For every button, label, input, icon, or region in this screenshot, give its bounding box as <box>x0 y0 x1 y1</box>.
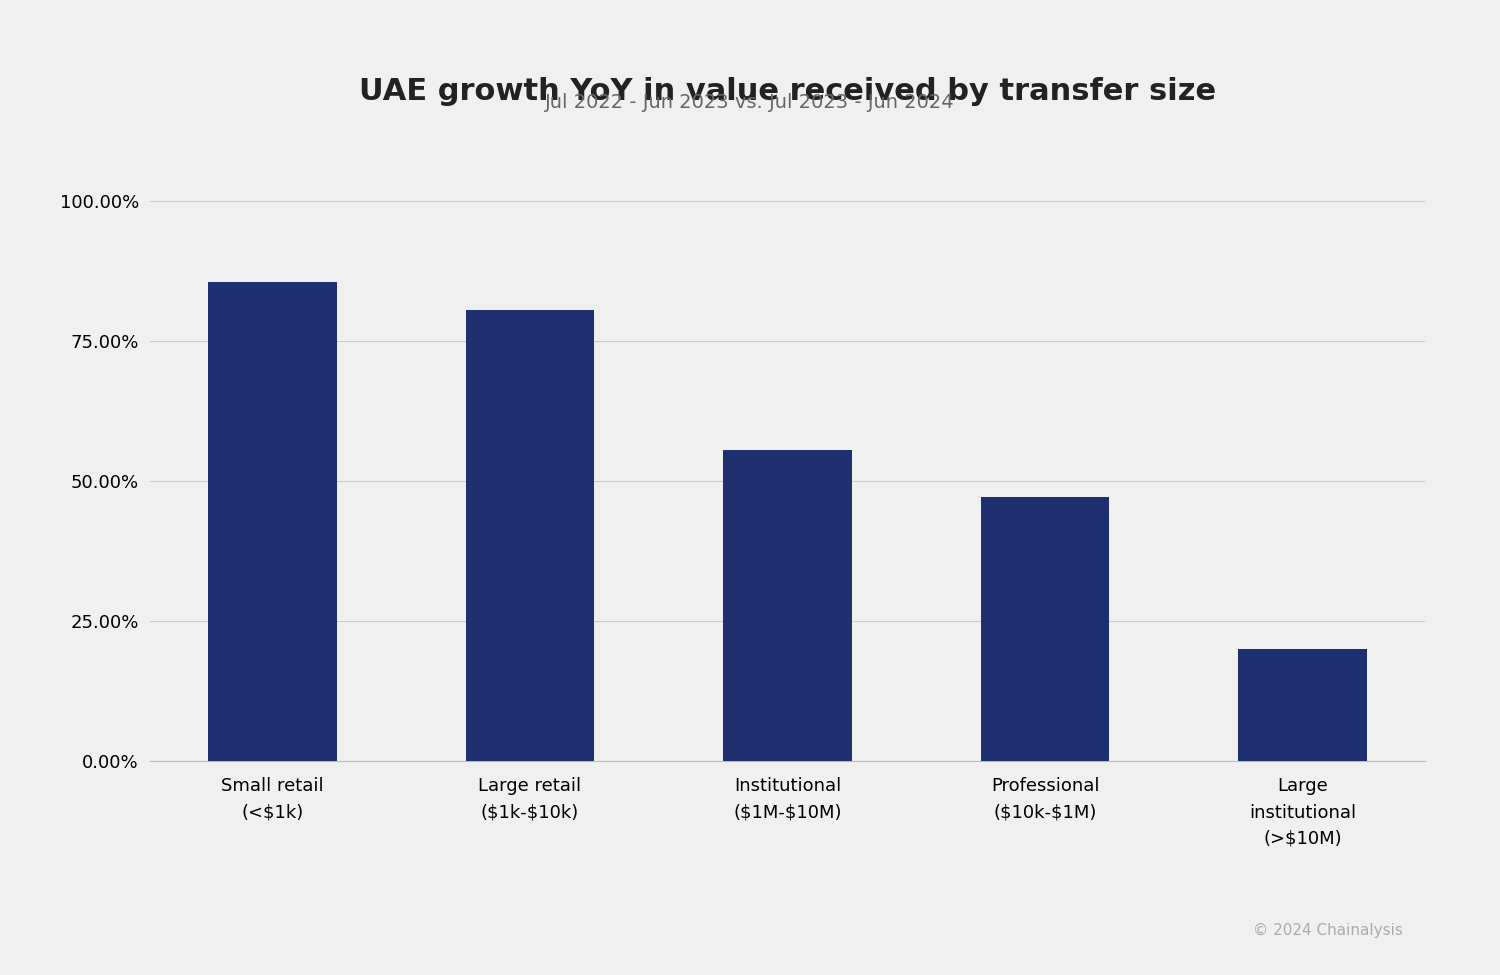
Title: UAE growth YoY in value received by transfer size: UAE growth YoY in value received by tran… <box>358 77 1216 106</box>
Text: © 2024 Chainalysis: © 2024 Chainalysis <box>1252 923 1403 938</box>
Bar <box>465 310 594 760</box>
Bar <box>981 497 1110 760</box>
Bar <box>209 282 336 760</box>
Text: Jul 2022 - Jun 2023 vs. Jul 2023 - Jun 2024: Jul 2022 - Jun 2023 vs. Jul 2023 - Jun 2… <box>544 93 956 112</box>
Bar <box>723 449 852 760</box>
Bar <box>1239 648 1366 760</box>
